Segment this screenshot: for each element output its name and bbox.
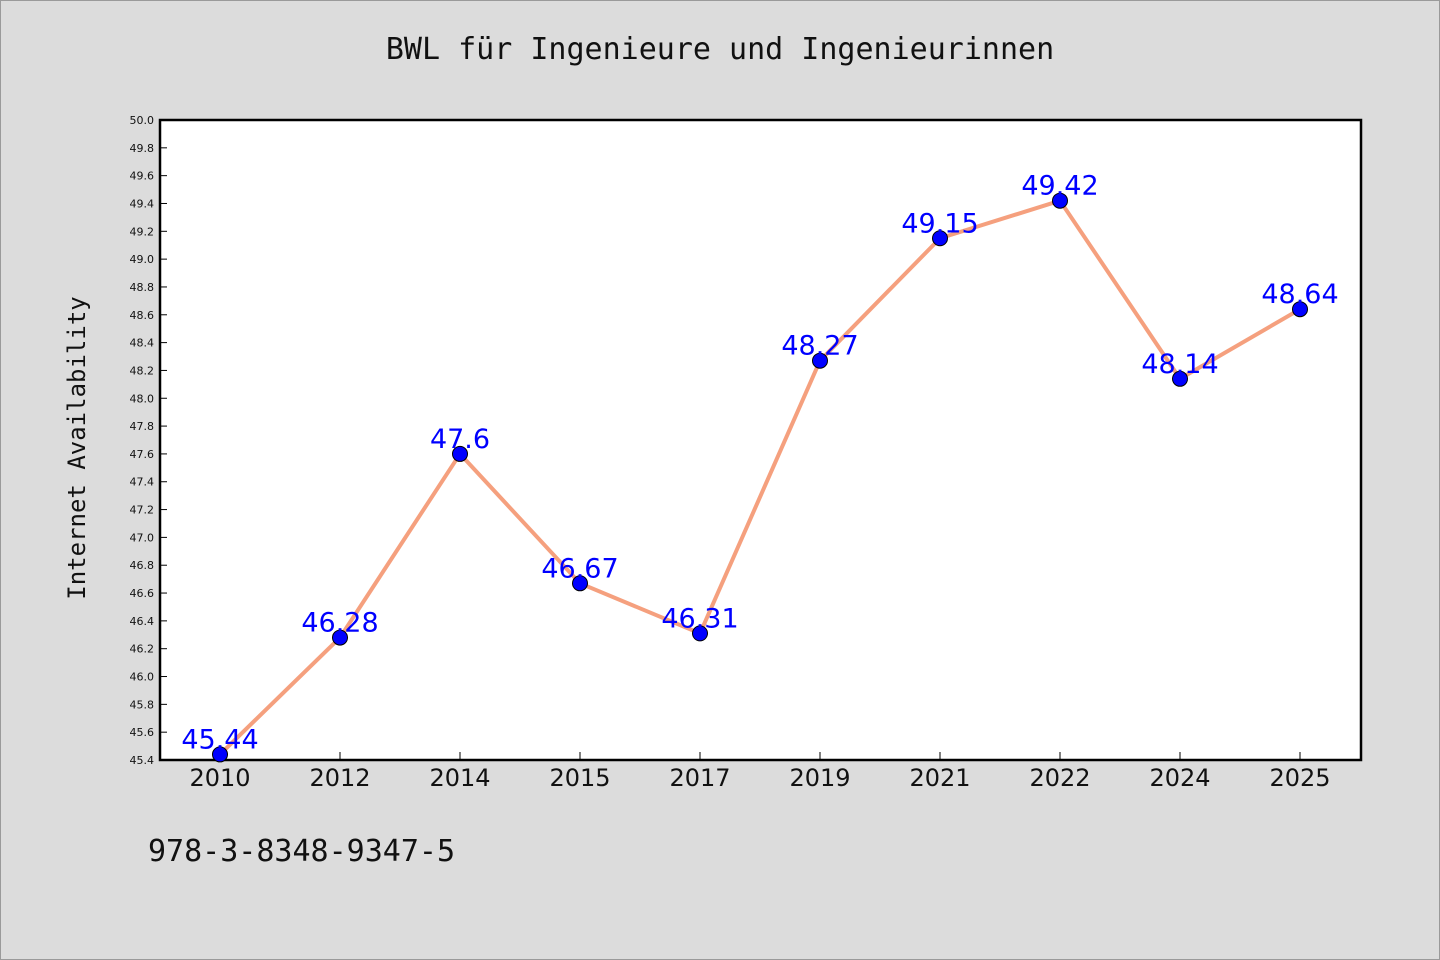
y-tick-label: 49.8 — [130, 142, 155, 155]
x-tick-label: 2021 — [909, 764, 970, 792]
data-label: 49.42 — [1021, 171, 1098, 202]
y-tick-label: 45.4 — [130, 754, 155, 767]
y-tick-label: 49.2 — [130, 225, 155, 238]
y-tick-label: 47.4 — [130, 476, 155, 489]
data-point — [212, 746, 228, 763]
x-tick-label: 2010 — [189, 764, 250, 792]
plot-area — [158, 118, 1363, 762]
x-tick-label: 2012 — [309, 764, 370, 792]
data-point — [572, 575, 588, 592]
chart-title: BWL für Ingenieure und Ingenieurinnen — [385, 32, 1055, 67]
y-tick-label: 49.4 — [130, 197, 155, 210]
y-tick-label: 47.8 — [130, 420, 155, 433]
data-point — [692, 625, 708, 642]
y-tick-label: 48.8 — [130, 281, 155, 294]
y-tick-label: 46.4 — [130, 615, 155, 628]
y-tick-label: 47.0 — [130, 531, 155, 544]
y-tick-label: 49.0 — [130, 253, 155, 266]
data-label: 48.14 — [1141, 349, 1218, 380]
y-tick-label: 47.2 — [130, 504, 155, 517]
x-tick-label: 2025 — [1269, 764, 1330, 792]
data-label: 46.28 — [301, 608, 378, 639]
data-point — [812, 352, 828, 369]
data-point — [1052, 192, 1068, 209]
x-tick-label: 2014 — [429, 764, 490, 792]
y-tick-label: 47.6 — [130, 448, 155, 461]
data-label: 45.44 — [181, 724, 258, 755]
isbn-label: 978-3-8348-9347-5 — [148, 834, 456, 869]
y-tick-label: 48.4 — [130, 337, 155, 350]
data-point — [452, 445, 468, 462]
y-tick-label: 46.2 — [130, 643, 155, 656]
x-tick-label: 2024 — [1149, 764, 1210, 792]
data-point — [932, 230, 948, 247]
data-label: 49.15 — [901, 208, 978, 239]
data-label: 47.6 — [430, 424, 490, 455]
data-label: 48.27 — [781, 331, 858, 362]
y-tick-label: 45.8 — [130, 698, 155, 711]
y-tick-label: 48.6 — [130, 309, 155, 322]
x-tick-label: 2019 — [789, 764, 850, 792]
x-tick-label: 2017 — [669, 764, 730, 792]
y-tick-label: 50.0 — [130, 114, 155, 127]
y-tick-label: 46.0 — [130, 671, 155, 684]
data-point — [1292, 301, 1308, 318]
x-tick-label: 2015 — [549, 764, 610, 792]
data-label: 46.67 — [541, 553, 618, 584]
data-label: 46.31 — [661, 603, 738, 634]
series-line — [218, 198, 1302, 756]
data-point — [332, 629, 348, 646]
y-tick-label: 48.2 — [130, 364, 155, 377]
x-tick-label: 2022 — [1029, 764, 1090, 792]
data-label: 48.64 — [1261, 279, 1338, 310]
data-point — [1172, 370, 1188, 387]
y-tick-label: 49.6 — [130, 170, 155, 183]
y-tick-label: 48.0 — [130, 392, 155, 405]
y-tick-label: 45.6 — [130, 726, 155, 739]
y-tick-label: 46.8 — [130, 559, 155, 572]
y-tick-label: 46.6 — [130, 587, 155, 600]
